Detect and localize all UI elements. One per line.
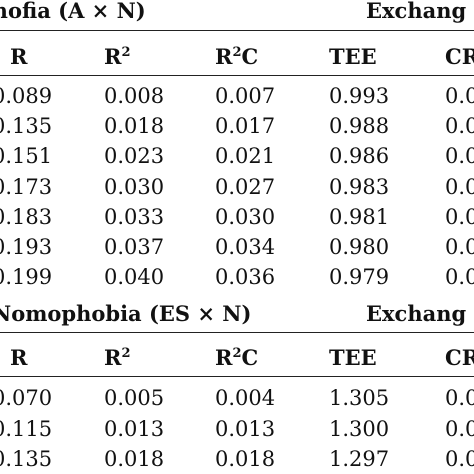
section-1-header-rule (0, 75, 474, 76)
cell-r-squared: 0.040 (104, 265, 165, 290)
cell-r: 0.135 (0, 447, 53, 471)
cell-tee: 1.305 (329, 386, 390, 410)
section-2-header-rule (0, 376, 474, 377)
section-1-top-rule (0, 30, 474, 31)
cell-r: 0.193 (0, 235, 53, 259)
header-r: R (10, 44, 28, 69)
section-1-right-title: Exchang (366, 0, 467, 23)
cell-r-squared-change: 0.034 (215, 235, 276, 259)
cell-r-squared: 0.037 (104, 235, 165, 259)
cell-r-squared: 0.018 (104, 114, 165, 139)
cell-r: 0.199 (0, 265, 53, 290)
cell-tee: 1.300 (329, 416, 390, 441)
cell-cr: 0.00 (445, 84, 474, 108)
cell-r-squared: 0.008 (104, 84, 165, 108)
header-tee: TEE (329, 44, 377, 69)
cell-r-squared: 0.013 (104, 416, 165, 441)
cell-r-squared: 0.033 (104, 204, 165, 229)
cell-tee: 0.988 (329, 114, 390, 139)
table-row: 0.193 0.037 0.034 0.980 0.00 (0, 232, 474, 262)
cell-r-squared-change: 0.017 (215, 114, 276, 139)
cell-r: 0.173 (0, 174, 53, 199)
header-cr: CR (445, 44, 474, 69)
cell-r: 0.070 (0, 386, 53, 410)
table-row: 0.070 0.005 0.004 1.305 0.00 (0, 383, 474, 413)
cell-r-squared: 0.005 (104, 386, 165, 410)
cell-r-squared-change: 0.004 (215, 386, 276, 410)
cell-cr: 0.00 (445, 174, 474, 199)
cell-r: 0.151 (0, 144, 53, 169)
cell-r-squared: 0.023 (104, 144, 165, 169)
table-row: 0.135 0.018 0.017 0.988 0.01 (0, 111, 474, 141)
cell-cr: 0.00 (445, 447, 474, 471)
header-tee: TEE (329, 345, 377, 370)
header-r-squared-change: R2C (215, 44, 259, 69)
cell-tee: 0.983 (329, 174, 390, 199)
header-r-squared: R2 (104, 345, 131, 370)
cell-r-squared-change: 0.013 (215, 416, 276, 441)
header-r: R (10, 345, 28, 370)
cell-r-squared-change: 0.018 (215, 447, 276, 471)
cell-tee: 0.979 (329, 265, 390, 290)
cell-cr: 0.00 (445, 416, 474, 441)
section-1-header-row: R R2 R2C TEE CR (0, 42, 474, 72)
section-2-right-title: Exchang (366, 301, 467, 326)
cell-r-squared-change: 0.007 (215, 84, 276, 108)
cell-cr: 0.00 (445, 265, 474, 290)
header-cr: CR (445, 345, 474, 370)
table-row: 0.135 0.018 0.018 1.297 0.00 (0, 444, 474, 474)
cell-tee: 1.297 (329, 447, 390, 471)
cell-cr: 0.00 (445, 144, 474, 169)
table-row: 0.199 0.040 0.036 0.979 0.00 (0, 262, 474, 292)
header-r-squared: R2 (104, 44, 131, 69)
table-row: 0.115 0.013 0.013 1.300 0.00 (0, 414, 474, 444)
section-2-header-row: R R2 R2C TEE CR (0, 343, 474, 373)
section-2-title: Nomophobia (ES × N) (0, 301, 252, 326)
section-1-title: phofia (A × N) (0, 0, 146, 23)
table-row: 0.089 0.008 0.007 0.993 0.00 (0, 81, 474, 111)
section-2-top-rule (0, 332, 474, 333)
cell-r: 0.183 (0, 204, 53, 229)
cell-r-squared-change: 0.030 (215, 204, 276, 229)
cell-tee: 0.981 (329, 204, 390, 229)
cell-r-squared: 0.018 (104, 447, 165, 471)
header-r-squared-change: R2C (215, 345, 259, 370)
cell-tee: 0.980 (329, 235, 390, 259)
cell-r: 0.135 (0, 114, 53, 139)
cell-cr: 0.00 (445, 204, 474, 229)
cell-cr: 0.00 (445, 386, 474, 410)
table-row: 0.173 0.030 0.027 0.983 0.00 (0, 172, 474, 202)
table-row: 0.183 0.033 0.030 0.981 0.00 (0, 202, 474, 232)
cell-r-squared-change: 0.027 (215, 174, 276, 199)
cell-cr: 0.01 (445, 114, 474, 139)
cell-r-squared-change: 0.021 (215, 144, 276, 169)
table-row: 0.151 0.023 0.021 0.986 0.00 (0, 141, 474, 171)
cell-cr: 0.00 (445, 235, 474, 259)
cell-r: 0.115 (0, 416, 53, 441)
cell-r: 0.089 (0, 84, 53, 108)
cell-r-squared-change: 0.036 (215, 265, 276, 290)
cell-tee: 0.986 (329, 144, 390, 169)
cell-tee: 0.993 (329, 84, 390, 108)
cell-r-squared: 0.030 (104, 174, 165, 199)
